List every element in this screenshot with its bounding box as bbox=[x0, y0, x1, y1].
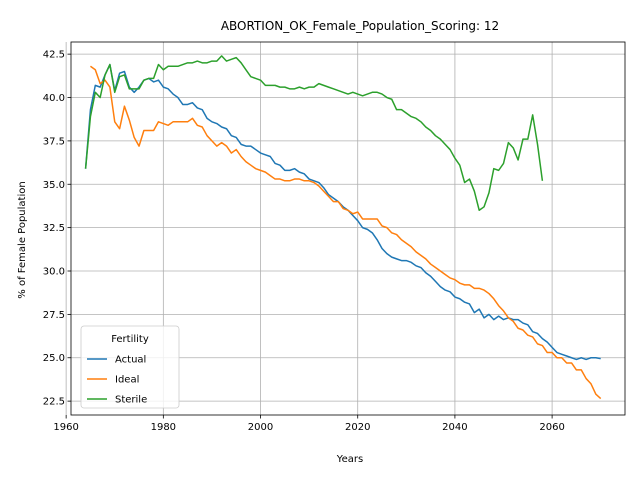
y-tick-label: 42.5 bbox=[43, 50, 65, 61]
x-tick-label: 2060 bbox=[539, 422, 564, 433]
legend-label-actual: Actual bbox=[115, 355, 146, 366]
x-tick-label: 2000 bbox=[248, 422, 273, 433]
legend-box bbox=[80, 325, 180, 409]
series-line-actual bbox=[84, 63, 601, 361]
x-tick-label: 2040 bbox=[442, 422, 467, 433]
y-tick-label: 40.0 bbox=[43, 93, 65, 104]
y-tick-label: 32.5 bbox=[43, 223, 65, 234]
legend-title: Fertility bbox=[111, 334, 149, 345]
y-axis-title: % of Female Population bbox=[17, 181, 28, 298]
x-tick-label: 1980 bbox=[151, 422, 176, 433]
legend-label-ideal: Ideal bbox=[115, 375, 139, 386]
y-tick-label: 37.5 bbox=[43, 136, 65, 147]
x-tick-label: 2020 bbox=[345, 422, 370, 433]
series-line-ideal bbox=[90, 65, 602, 400]
y-tick-label: 25.0 bbox=[43, 353, 65, 364]
x-axis-title: Years bbox=[336, 454, 363, 465]
y-tick-label: 35.0 bbox=[43, 180, 65, 191]
chart-title: ABORTION_OK_Female_Population_Scoring: 1… bbox=[221, 19, 499, 33]
plot-area: 1960 1980 2000 2020 2040 2060 22.5 25.0 27.5 30.0… bbox=[43, 41, 626, 433]
x-tick-label: 1960 bbox=[53, 422, 78, 433]
y-tick-label: 27.5 bbox=[43, 310, 65, 321]
legend-label-sterile: Sterile bbox=[115, 395, 147, 406]
y-tick-label: 22.5 bbox=[43, 397, 65, 408]
y-tick-label: 30.0 bbox=[43, 267, 65, 278]
axes-frame bbox=[70, 41, 626, 416]
series-line-sterile bbox=[84, 55, 544, 212]
